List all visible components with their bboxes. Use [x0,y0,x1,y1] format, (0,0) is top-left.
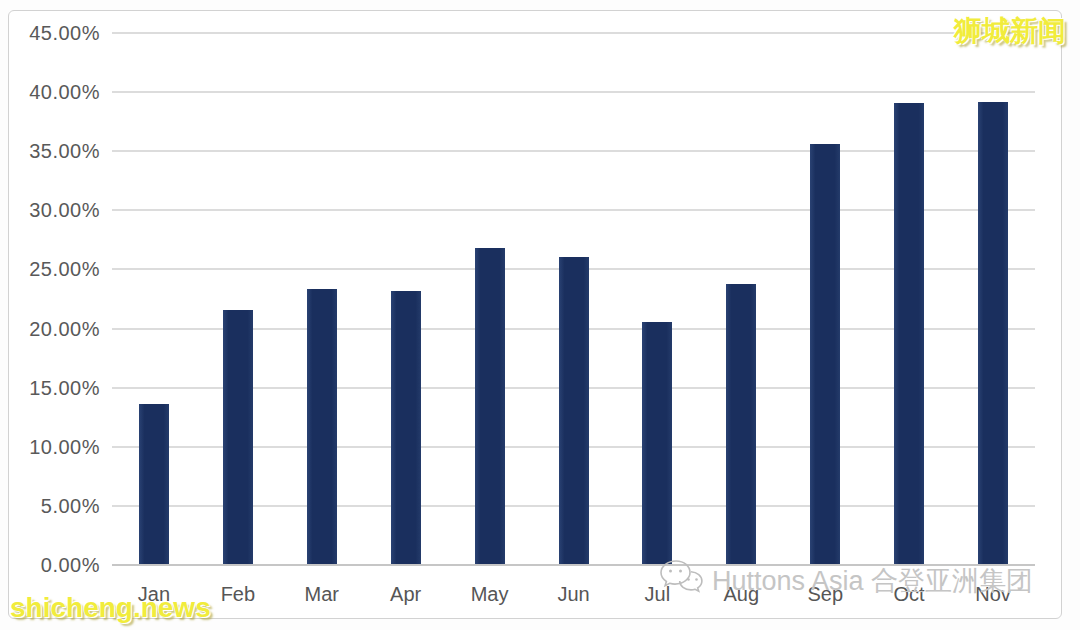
watermark-shicheng-news-url: shicheng.news [10,592,211,624]
bar-sep [810,144,840,564]
bar-jun [559,257,589,564]
y-tick-label-10pct: 10.00% [10,435,100,459]
x-tick-label-jun: Jun [534,582,614,606]
gridline-40pct [112,91,1035,93]
bar-may [475,248,505,564]
bar-aug [726,284,756,564]
y-tick-label-25pct: 25.00% [10,257,100,281]
y-tick-label-20pct: 20.00% [10,317,100,341]
y-tick-label-15pct: 15.00% [10,376,100,400]
bar-oct [894,103,924,564]
bar-feb [223,310,253,564]
watermark-huttons-text: Huttons Asia 合登亚洲集团 [712,563,1033,599]
bar-jan [139,404,169,564]
chart-canvas: 0.00% 5.00% 10.00% 15.00% 20.00% 25.00% 30.00%… [0,0,1080,630]
y-tick-label-40pct: 40.00% [10,80,100,104]
watermark-shicheng-logo: 狮城新闻 [954,12,1066,50]
gridline-45pct [112,32,1035,34]
x-tick-label-may: May [450,582,530,606]
bar-jul [642,322,672,564]
bar-apr [391,291,421,564]
x-tick-label-mar: Mar [282,582,362,606]
bar-nov [978,102,1008,564]
x-tick-label-apr: Apr [366,582,446,606]
y-tick-label-35pct: 35.00% [10,139,100,163]
y-tick-label-0pct: 0.00% [10,553,100,577]
y-tick-label-5pct: 5.00% [10,494,100,518]
y-tick-label-30pct: 30.00% [10,198,100,222]
watermark-huttons: Huttons Asia 合登亚洲集团 [658,558,1033,603]
bar-mar [307,289,337,564]
wechat-icon [658,558,704,603]
y-tick-label-45pct: 45.00% [10,21,100,45]
